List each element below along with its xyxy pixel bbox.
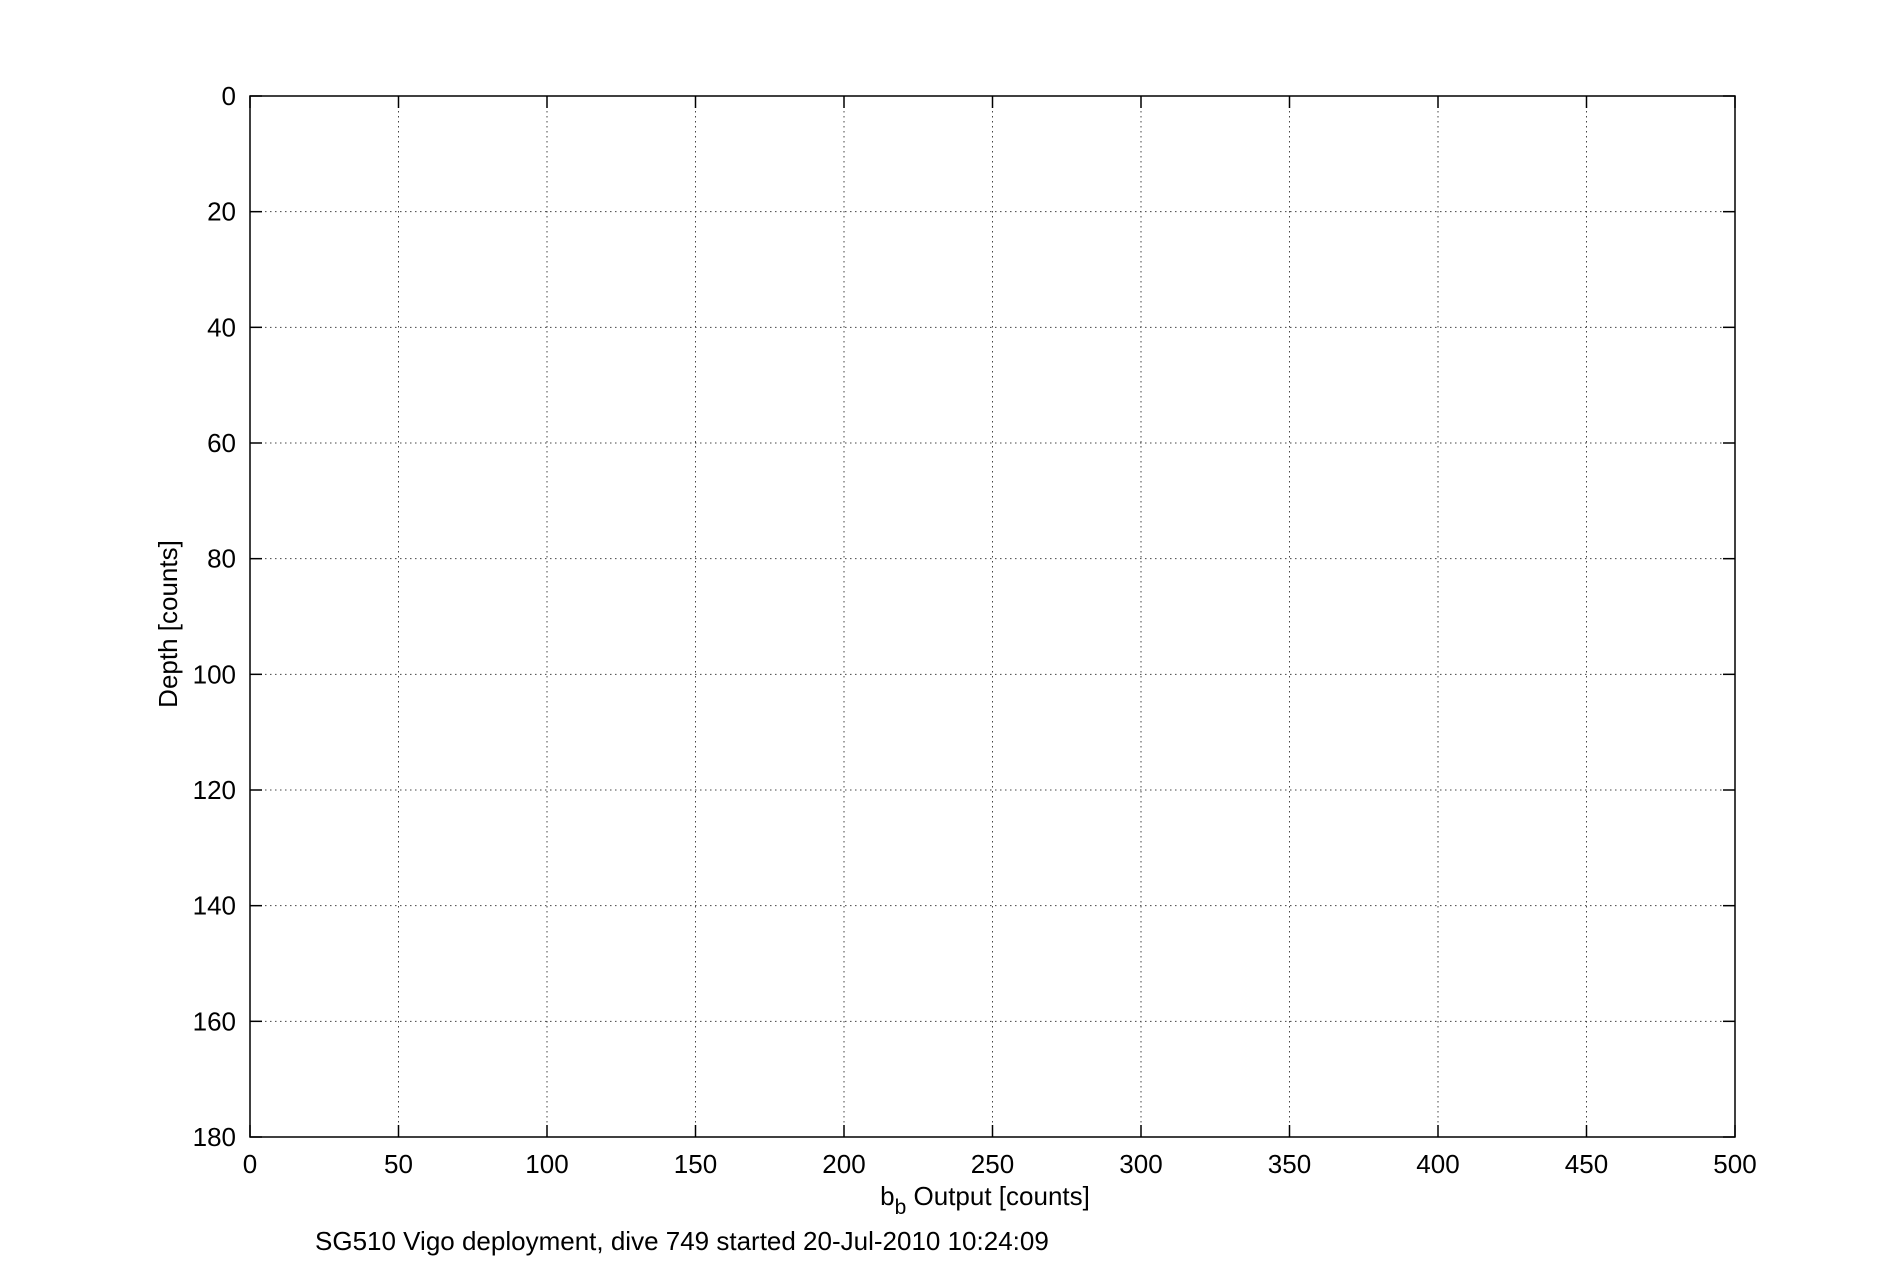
y-tick-label: 40	[207, 312, 236, 342]
y-tick-label: 160	[193, 1006, 236, 1036]
x-tick-labels: 0 50 100 150 200 250 300 350 400 450 500	[243, 1149, 1757, 1179]
y-tick-label: 80	[207, 544, 236, 574]
x-axis-label: bb Output [counts]	[880, 1181, 1090, 1219]
x-axis-label-rest: Output [counts]	[906, 1181, 1090, 1211]
x-tick-label: 400	[1416, 1149, 1459, 1179]
x-axis-label-subscript: b	[895, 1196, 907, 1219]
y-tick-label: 100	[193, 659, 236, 689]
y-tick-labels: 0 20 40 60 80 100 120 140 160 180	[193, 81, 236, 1152]
x-tick-label: 250	[971, 1149, 1014, 1179]
figure-caption: SG510 Vigo deployment, dive 749 started …	[315, 1226, 1049, 1256]
x-tick-label: 150	[674, 1149, 717, 1179]
x-tick-label: 200	[822, 1149, 865, 1179]
x-axis-label-main: b	[880, 1181, 894, 1211]
x-tick-label: 50	[384, 1149, 413, 1179]
y-tick-label: 140	[193, 891, 236, 921]
y-tick-label: 0	[222, 81, 236, 111]
x-tick-label: 0	[243, 1149, 257, 1179]
axis-ticks	[249, 95, 1736, 1138]
x-tick-label: 350	[1268, 1149, 1311, 1179]
y-tick-label: 180	[193, 1122, 236, 1152]
x-tick-label: 450	[1565, 1149, 1608, 1179]
y-tick-label: 60	[207, 428, 236, 458]
x-tick-label: 500	[1713, 1149, 1756, 1179]
y-axis-label: Depth [counts]	[153, 540, 183, 708]
grid-lines	[250, 96, 1735, 1137]
x-tick-label: 100	[525, 1149, 568, 1179]
y-tick-label: 120	[193, 775, 236, 805]
x-tick-label: 300	[1119, 1149, 1162, 1179]
y-tick-label: 20	[207, 197, 236, 227]
